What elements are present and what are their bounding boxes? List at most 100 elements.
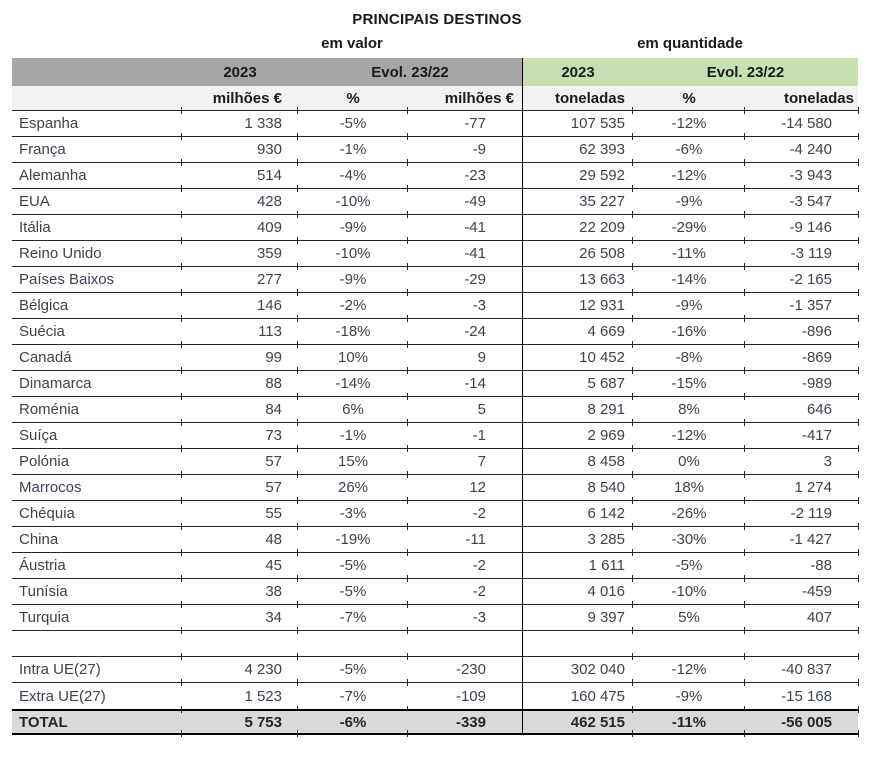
value-cell xyxy=(181,631,298,660)
table-row: Países Baixos 277 -9% -29 13 663 -14% -2 165 xyxy=(12,267,859,296)
value-cell: 4 669 xyxy=(522,319,633,345)
value-cell: -15 168 xyxy=(744,683,859,713)
value-cell: -7% xyxy=(297,605,408,634)
value-cell: 26 508 xyxy=(522,241,633,267)
value-cell: -41 xyxy=(407,241,522,270)
value-cell: -5% xyxy=(297,553,408,582)
value-cell xyxy=(297,631,408,660)
value-cell: 428 xyxy=(181,189,298,218)
value-cell: -9 xyxy=(407,137,522,166)
value-cell xyxy=(632,631,745,660)
value-cell: -109 xyxy=(407,683,522,713)
value-cell: -10% xyxy=(297,189,408,218)
value-cell: -14% xyxy=(632,267,745,296)
value-cell: 18% xyxy=(632,475,745,504)
value-cell: -989 xyxy=(744,371,859,400)
value-cell: 5% xyxy=(632,605,745,634)
value-cell: -3 xyxy=(407,293,522,322)
value-cell: -41 xyxy=(407,215,522,244)
destination-cell xyxy=(12,631,182,657)
destination-cell: Itália xyxy=(12,215,182,241)
table-row: China 48 -19% -11 3 285 -30% -1 427 xyxy=(12,527,859,556)
destination-cell: Polónia xyxy=(12,449,182,475)
value-cell: -6% xyxy=(297,709,408,737)
value-cell: 6 142 xyxy=(522,501,633,527)
destination-cell: Canadá xyxy=(12,345,182,371)
table-row: Turquia 34 -7% -3 9 397 5% 407 xyxy=(12,605,859,634)
destination-cell: Roménia xyxy=(12,397,182,423)
header-empty-cell xyxy=(12,58,182,86)
value-cell: -3 547 xyxy=(744,189,859,218)
value-cell: -16% xyxy=(632,319,745,348)
value-cell: -19% xyxy=(297,527,408,556)
value-cell: 1 274 xyxy=(744,475,859,504)
value-cell: -3 xyxy=(407,605,522,634)
value-cell: -40 837 xyxy=(744,657,859,686)
value-cell: -29% xyxy=(632,215,745,244)
value-cell: -3% xyxy=(297,501,408,530)
value-cell: -11 xyxy=(407,527,522,556)
section-labels: em valor em quantidade xyxy=(0,32,874,58)
value-cell: 1 523 xyxy=(181,683,298,713)
value-cell: 2 969 xyxy=(522,423,633,449)
value-cell: -9% xyxy=(297,267,408,296)
value-cell: -29 xyxy=(407,267,522,296)
value-cell: 646 xyxy=(744,397,859,426)
table-row: Marrocos 57 26% 12 8 540 18% 1 274 xyxy=(12,475,859,504)
value-cell: -3 119 xyxy=(744,241,859,270)
header-unit-value-2023: milhões € xyxy=(181,86,298,114)
value-cell xyxy=(522,631,633,657)
table-row: França 930 -1% -9 62 393 -6% -4 240 xyxy=(12,137,859,166)
value-cell: -15% xyxy=(632,371,745,400)
intra-ue-row: Intra UE(27) 4 230 -5% -230 302 040 -12% -40 8… xyxy=(12,657,859,686)
destination-cell: França xyxy=(12,137,182,163)
value-cell: -5% xyxy=(297,579,408,608)
value-cell: 5 687 xyxy=(522,371,633,397)
destination-cell: Áustria xyxy=(12,553,182,579)
value-cell: -2 xyxy=(407,579,522,608)
value-cell: 15% xyxy=(297,449,408,478)
table-row: Reino Unido 359 -10% -41 26 508 -11% -3 119 xyxy=(12,241,859,270)
value-cell: 4 230 xyxy=(181,657,298,686)
table-row: Polónia 57 15% 7 8 458 0% 3 xyxy=(12,449,859,478)
value-cell: -1 xyxy=(407,423,522,452)
value-cell: -12% xyxy=(632,657,745,686)
destination-cell: Dinamarca xyxy=(12,371,182,397)
header-row-units: milhões € % milhões € toneladas % tonela… xyxy=(12,86,859,114)
destination-cell: Alemanha xyxy=(12,163,182,189)
table-row: Suécia 113 -18% -24 4 669 -16% -896 xyxy=(12,319,859,348)
value-cell: -11% xyxy=(632,709,745,737)
value-cell: 0% xyxy=(632,449,745,478)
value-cell: 73 xyxy=(181,423,298,452)
value-cell: 9 xyxy=(407,345,522,374)
value-cell: -9% xyxy=(632,293,745,322)
value-cell: 7 xyxy=(407,449,522,478)
destination-cell: China xyxy=(12,527,182,553)
value-cell: -8% xyxy=(632,345,745,374)
value-cell: 5 753 xyxy=(181,709,298,737)
value-cell: -5% xyxy=(297,111,408,140)
value-cell: -7% xyxy=(297,683,408,713)
value-cell: -2 119 xyxy=(744,501,859,530)
destination-cell: Reino Unido xyxy=(12,241,182,267)
destination-cell: Marrocos xyxy=(12,475,182,501)
value-cell: 99 xyxy=(181,345,298,374)
table-row: Chéquia 55 -3% -2 6 142 -26% -2 119 xyxy=(12,501,859,530)
extra-ue-row: Extra UE(27) 1 523 -7% -109 160 475 -9% -15 16… xyxy=(12,683,859,713)
value-cell xyxy=(744,631,859,660)
value-cell: -1% xyxy=(297,423,408,452)
value-cell: -14% xyxy=(297,371,408,400)
value-cell: 5 xyxy=(407,397,522,426)
value-cell: 930 xyxy=(181,137,298,166)
value-cell: 6% xyxy=(297,397,408,426)
value-cell: -9% xyxy=(632,189,745,218)
value-cell: -9% xyxy=(297,215,408,244)
table-row: Bélgica 146 -2% -3 12 931 -9% -1 357 xyxy=(12,293,859,322)
value-cell: -2% xyxy=(297,293,408,322)
value-cell: -896 xyxy=(744,319,859,348)
value-cell: 514 xyxy=(181,163,298,192)
page-title: PRINCIPAIS DESTINOS xyxy=(352,11,522,28)
table-row: Canadá 99 10% 9 10 452 -8% -869 xyxy=(12,345,859,374)
value-cell: -5% xyxy=(632,553,745,582)
header-row-years: 2023 Evol. 23/22 2023 Evol. 23/22 xyxy=(12,58,858,86)
